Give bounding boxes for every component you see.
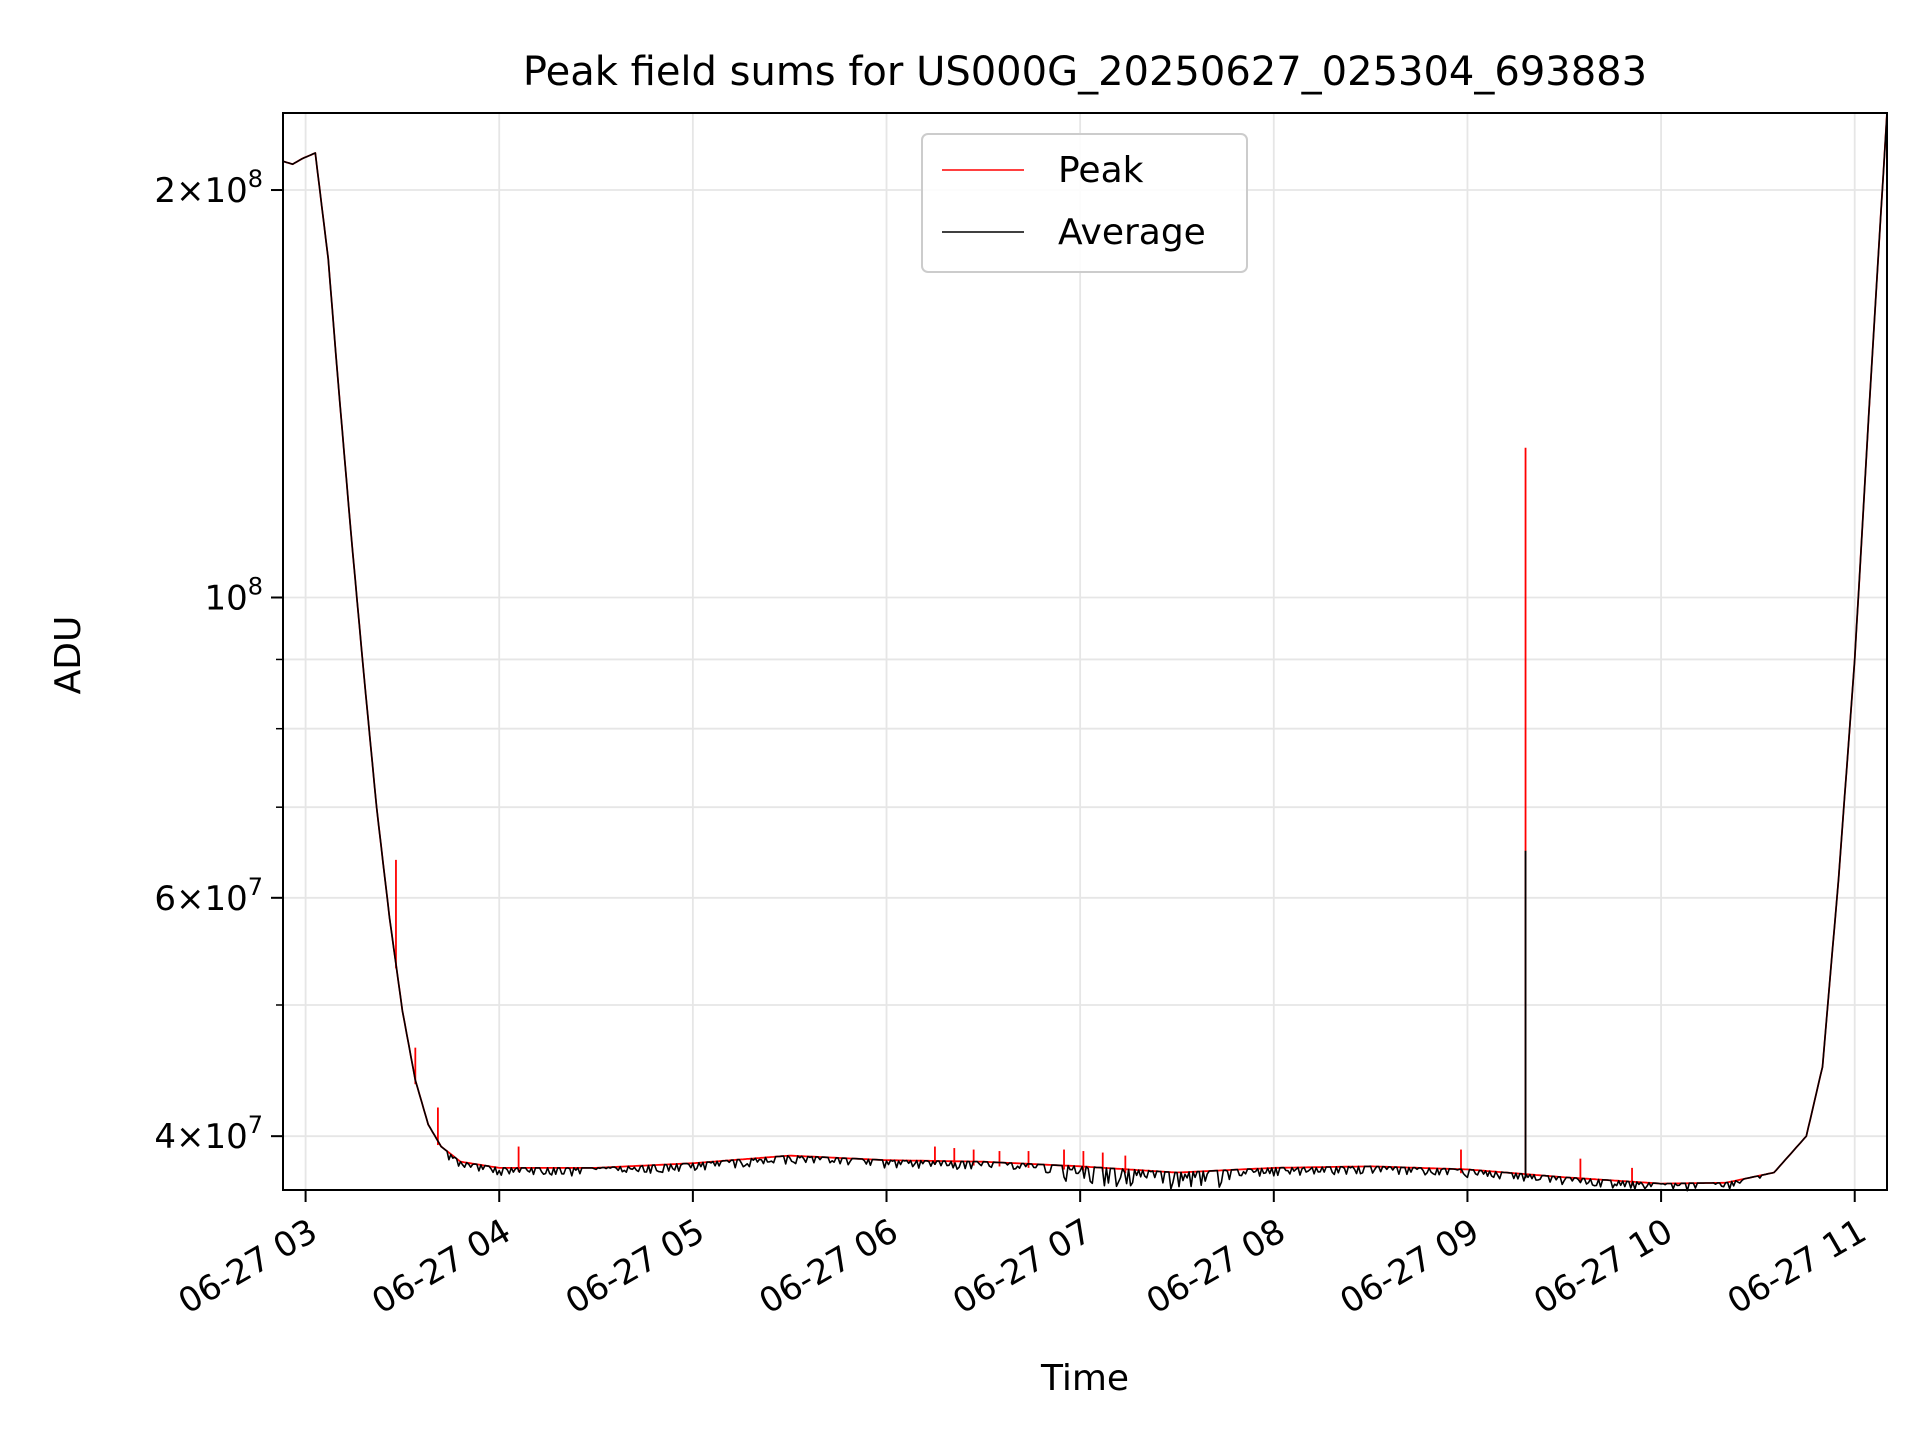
x-axis-label: Time xyxy=(1040,1358,1129,1399)
series-average xyxy=(282,112,1888,1192)
legend: Peak Average xyxy=(921,133,1248,273)
y-axis-label: ADU xyxy=(48,616,89,695)
y-tick-label: 6×107 xyxy=(154,873,263,919)
series-line-average xyxy=(282,112,1888,1192)
legend-label-peak: Peak xyxy=(1058,150,1144,191)
chart-title: Peak field sums for US000G_20250627_0253… xyxy=(523,49,1647,95)
plot-frame xyxy=(282,112,1888,1191)
grid xyxy=(283,113,1887,1190)
y-tick-label: 2×108 xyxy=(154,165,263,211)
series-layer xyxy=(282,112,1888,1192)
legend-label-average: Average xyxy=(1058,212,1206,253)
legend-box xyxy=(921,133,1248,273)
y-tick-label: 4×107 xyxy=(154,1111,263,1157)
series-line-peak xyxy=(282,112,1888,1185)
y-tick-label: 108 xyxy=(204,573,263,619)
series-peak xyxy=(282,112,1888,1186)
